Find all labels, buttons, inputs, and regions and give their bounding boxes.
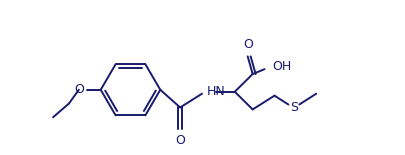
Text: O: O (244, 38, 254, 51)
Text: S: S (290, 101, 298, 114)
Text: O: O (175, 134, 185, 147)
Text: O: O (74, 83, 84, 96)
Text: HN: HN (207, 85, 226, 98)
Text: OH: OH (273, 60, 292, 73)
